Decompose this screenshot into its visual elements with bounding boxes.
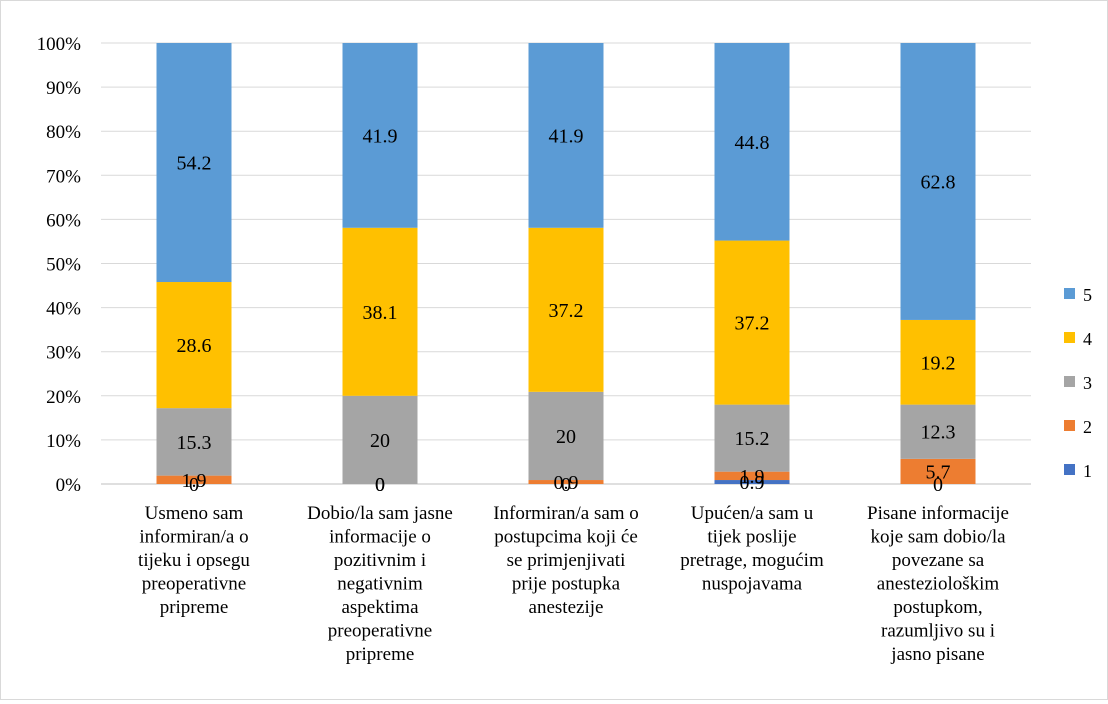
legend-item-1: 1 (1064, 461, 1092, 481)
legend-label: 4 (1083, 329, 1092, 349)
data-label: 44.8 (735, 132, 770, 154)
bar-segment-series-5 (342, 43, 418, 228)
y-tick-label: 10% (46, 431, 81, 452)
data-label: 28.6 (177, 335, 212, 357)
bar-segment-series-5 (156, 43, 232, 283)
legend: 5 4 3 2 1 (1064, 285, 1092, 481)
bar-segment-series-4 (156, 282, 232, 409)
bar-segment-series-3 (342, 395, 418, 484)
bar-segment-series-2 (528, 480, 604, 484)
x-category-label: Upućen/a sam u tijek poslije pretrage, mog… (680, 503, 824, 595)
x-category-label: Pisane informacije koje sam dobio/la povez… (867, 503, 1009, 665)
data-label: 15.2 (735, 428, 770, 450)
legend-swatch (1064, 420, 1075, 431)
bars (156, 43, 976, 484)
bar-segment-series-5 (714, 43, 790, 241)
data-label: 1.9 (182, 470, 207, 492)
legend-item-2: 2 (1064, 417, 1092, 437)
legend-item-5: 5 (1064, 285, 1092, 305)
y-axis-ticks: 0% 10% 20% 30% 40% 50% 60% 70% 80% 90% 100% (37, 34, 82, 496)
data-label: 12.3 (921, 422, 956, 444)
data-labels: 01.915.328.654.2002038.141.900.92037.241… (177, 125, 956, 496)
data-label: 54.2 (177, 153, 212, 175)
legend-label: 2 (1083, 417, 1092, 437)
data-label: 19.2 (921, 352, 956, 374)
data-label: 41.9 (363, 125, 398, 147)
bar-segment-series-2 (156, 475, 232, 484)
data-label: 5.7 (926, 461, 951, 483)
bar-segment-series-3 (714, 404, 790, 472)
data-label: 0 (375, 474, 385, 496)
data-label: 1.9 (740, 466, 765, 488)
legend-swatch (1064, 288, 1075, 299)
bar-segment-series-3 (156, 408, 232, 476)
bar-segment-series-5 (528, 43, 604, 228)
data-label: 41.9 (549, 125, 584, 147)
bar-segment-series-4 (714, 240, 790, 405)
legend-item-4: 4 (1064, 329, 1092, 349)
data-label: 0 (189, 474, 199, 496)
bar-segment-series-1 (714, 480, 790, 484)
bar-segment-series-2 (900, 458, 976, 484)
data-label: 0 (375, 474, 385, 496)
data-label: 62.8 (921, 171, 956, 193)
bar-segment-series-2 (714, 471, 790, 481)
legend-label: 3 (1083, 373, 1092, 393)
legend-swatch (1064, 376, 1075, 387)
data-label: 20 (370, 430, 390, 452)
y-tick-label: 50% (46, 255, 81, 276)
bar-segment-series-3 (900, 404, 976, 459)
y-tick-label: 70% (46, 166, 81, 187)
y-tick-label: 90% (46, 78, 81, 99)
bar-segment-series-4 (528, 227, 604, 392)
data-label: 0.9 (740, 472, 765, 494)
bar-segment-series-4 (342, 227, 418, 396)
y-tick-label: 20% (46, 387, 81, 408)
data-label: 37.2 (735, 313, 770, 335)
legend-label: 1 (1083, 461, 1092, 481)
x-axis-categories: Usmeno sam informiran/a o tijeku i opsegu p… (138, 503, 1009, 665)
x-category-label: Informiran/a sam o postupcima koji će se p… (493, 503, 639, 618)
data-label: 0 (561, 474, 571, 496)
x-category-label: Dobio/la sam jasne informacije o pozitivni… (307, 503, 453, 665)
x-category-label: Usmeno sam informiran/a o tijeku i opsegu p… (138, 503, 250, 618)
y-tick-label: 80% (46, 122, 81, 143)
data-label: 15.3 (177, 432, 212, 454)
bar-segment-series-3 (528, 391, 604, 481)
data-label: 0 (933, 474, 943, 496)
data-label: 0.9 (554, 472, 579, 494)
legend-item-3: 3 (1064, 373, 1092, 393)
y-tick-label: 30% (46, 343, 81, 364)
legend-label: 5 (1083, 285, 1092, 305)
bar-segment-series-5 (900, 43, 976, 320)
data-label: 38.1 (363, 302, 398, 324)
y-tick-label: 40% (46, 299, 81, 320)
legend-swatch (1064, 464, 1075, 475)
bar-segment-series-4 (900, 319, 976, 405)
y-tick-label: 100% (37, 34, 82, 55)
legend-swatch (1064, 332, 1075, 343)
data-label: 20 (556, 426, 576, 448)
data-label: 37.2 (549, 300, 584, 322)
y-tick-label: 0% (56, 475, 82, 496)
y-tick-label: 60% (46, 210, 81, 231)
